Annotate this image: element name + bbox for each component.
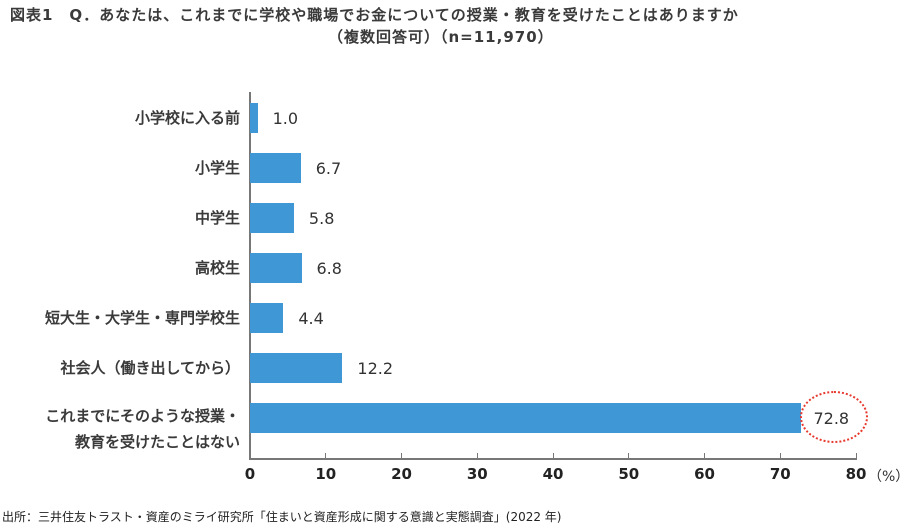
x-axis xyxy=(249,458,857,460)
x-tick-label: 30 xyxy=(466,465,488,483)
chart-title-line1: 図表1 Q．あなたは、これまでに学校や職場でお金についての授業・教育を受けたこと… xyxy=(10,6,739,24)
bar xyxy=(250,253,302,283)
x-tick xyxy=(401,453,402,459)
category-label: 短大生・大学生・専門学校生 xyxy=(44,309,240,327)
value-label: 6.7 xyxy=(315,159,342,178)
category-label: 教育を受けたことはない xyxy=(74,433,240,451)
value-label: 6.8 xyxy=(316,259,342,278)
x-tick xyxy=(628,453,630,459)
x-tick-label: 70 xyxy=(769,465,791,483)
x-tick xyxy=(855,453,857,459)
highlight-ellipse xyxy=(800,391,868,443)
bar xyxy=(250,303,284,333)
category-label: 中学生 xyxy=(194,209,240,227)
x-tick xyxy=(249,453,251,459)
category-label: これまでにそのような授業・ xyxy=(45,407,240,425)
value-label: 5.8 xyxy=(308,209,335,228)
unit-label: （%） xyxy=(868,469,900,485)
x-tick-label: 80 xyxy=(845,465,867,483)
source-note: 出所：三井住友トラスト・資産のミライ研究所「住まいと資産形成に関する意識と実態調… xyxy=(2,510,562,524)
category-label: 小学校に入る前 xyxy=(134,109,240,127)
value-label: 4.4 xyxy=(298,309,324,328)
chart-title-line2: （複数回答可）（n=11,970） xyxy=(328,28,554,46)
value-label: 1.0 xyxy=(272,109,299,128)
bar xyxy=(250,103,258,133)
bar xyxy=(250,353,343,383)
x-tick xyxy=(779,453,781,459)
x-tick-label: 60 xyxy=(694,465,715,483)
x-tick xyxy=(476,453,478,459)
value-label: 12.2 xyxy=(357,359,394,378)
x-tick-label: 0 xyxy=(244,465,256,483)
x-tick xyxy=(325,453,327,459)
category-label: 高校生 xyxy=(194,259,240,277)
category-label: 社会人（働き出してから） xyxy=(60,359,240,377)
x-tick-label: 50 xyxy=(618,465,640,483)
x-tick-label: 40 xyxy=(542,465,564,483)
x-tick-label: 10 xyxy=(315,465,337,483)
x-tick xyxy=(552,453,554,459)
bar xyxy=(250,203,294,233)
category-label: 小学生 xyxy=(194,159,240,177)
x-tick-label: 20 xyxy=(391,465,412,483)
bar xyxy=(250,153,301,183)
x-tick xyxy=(704,453,705,459)
bar xyxy=(250,403,802,433)
